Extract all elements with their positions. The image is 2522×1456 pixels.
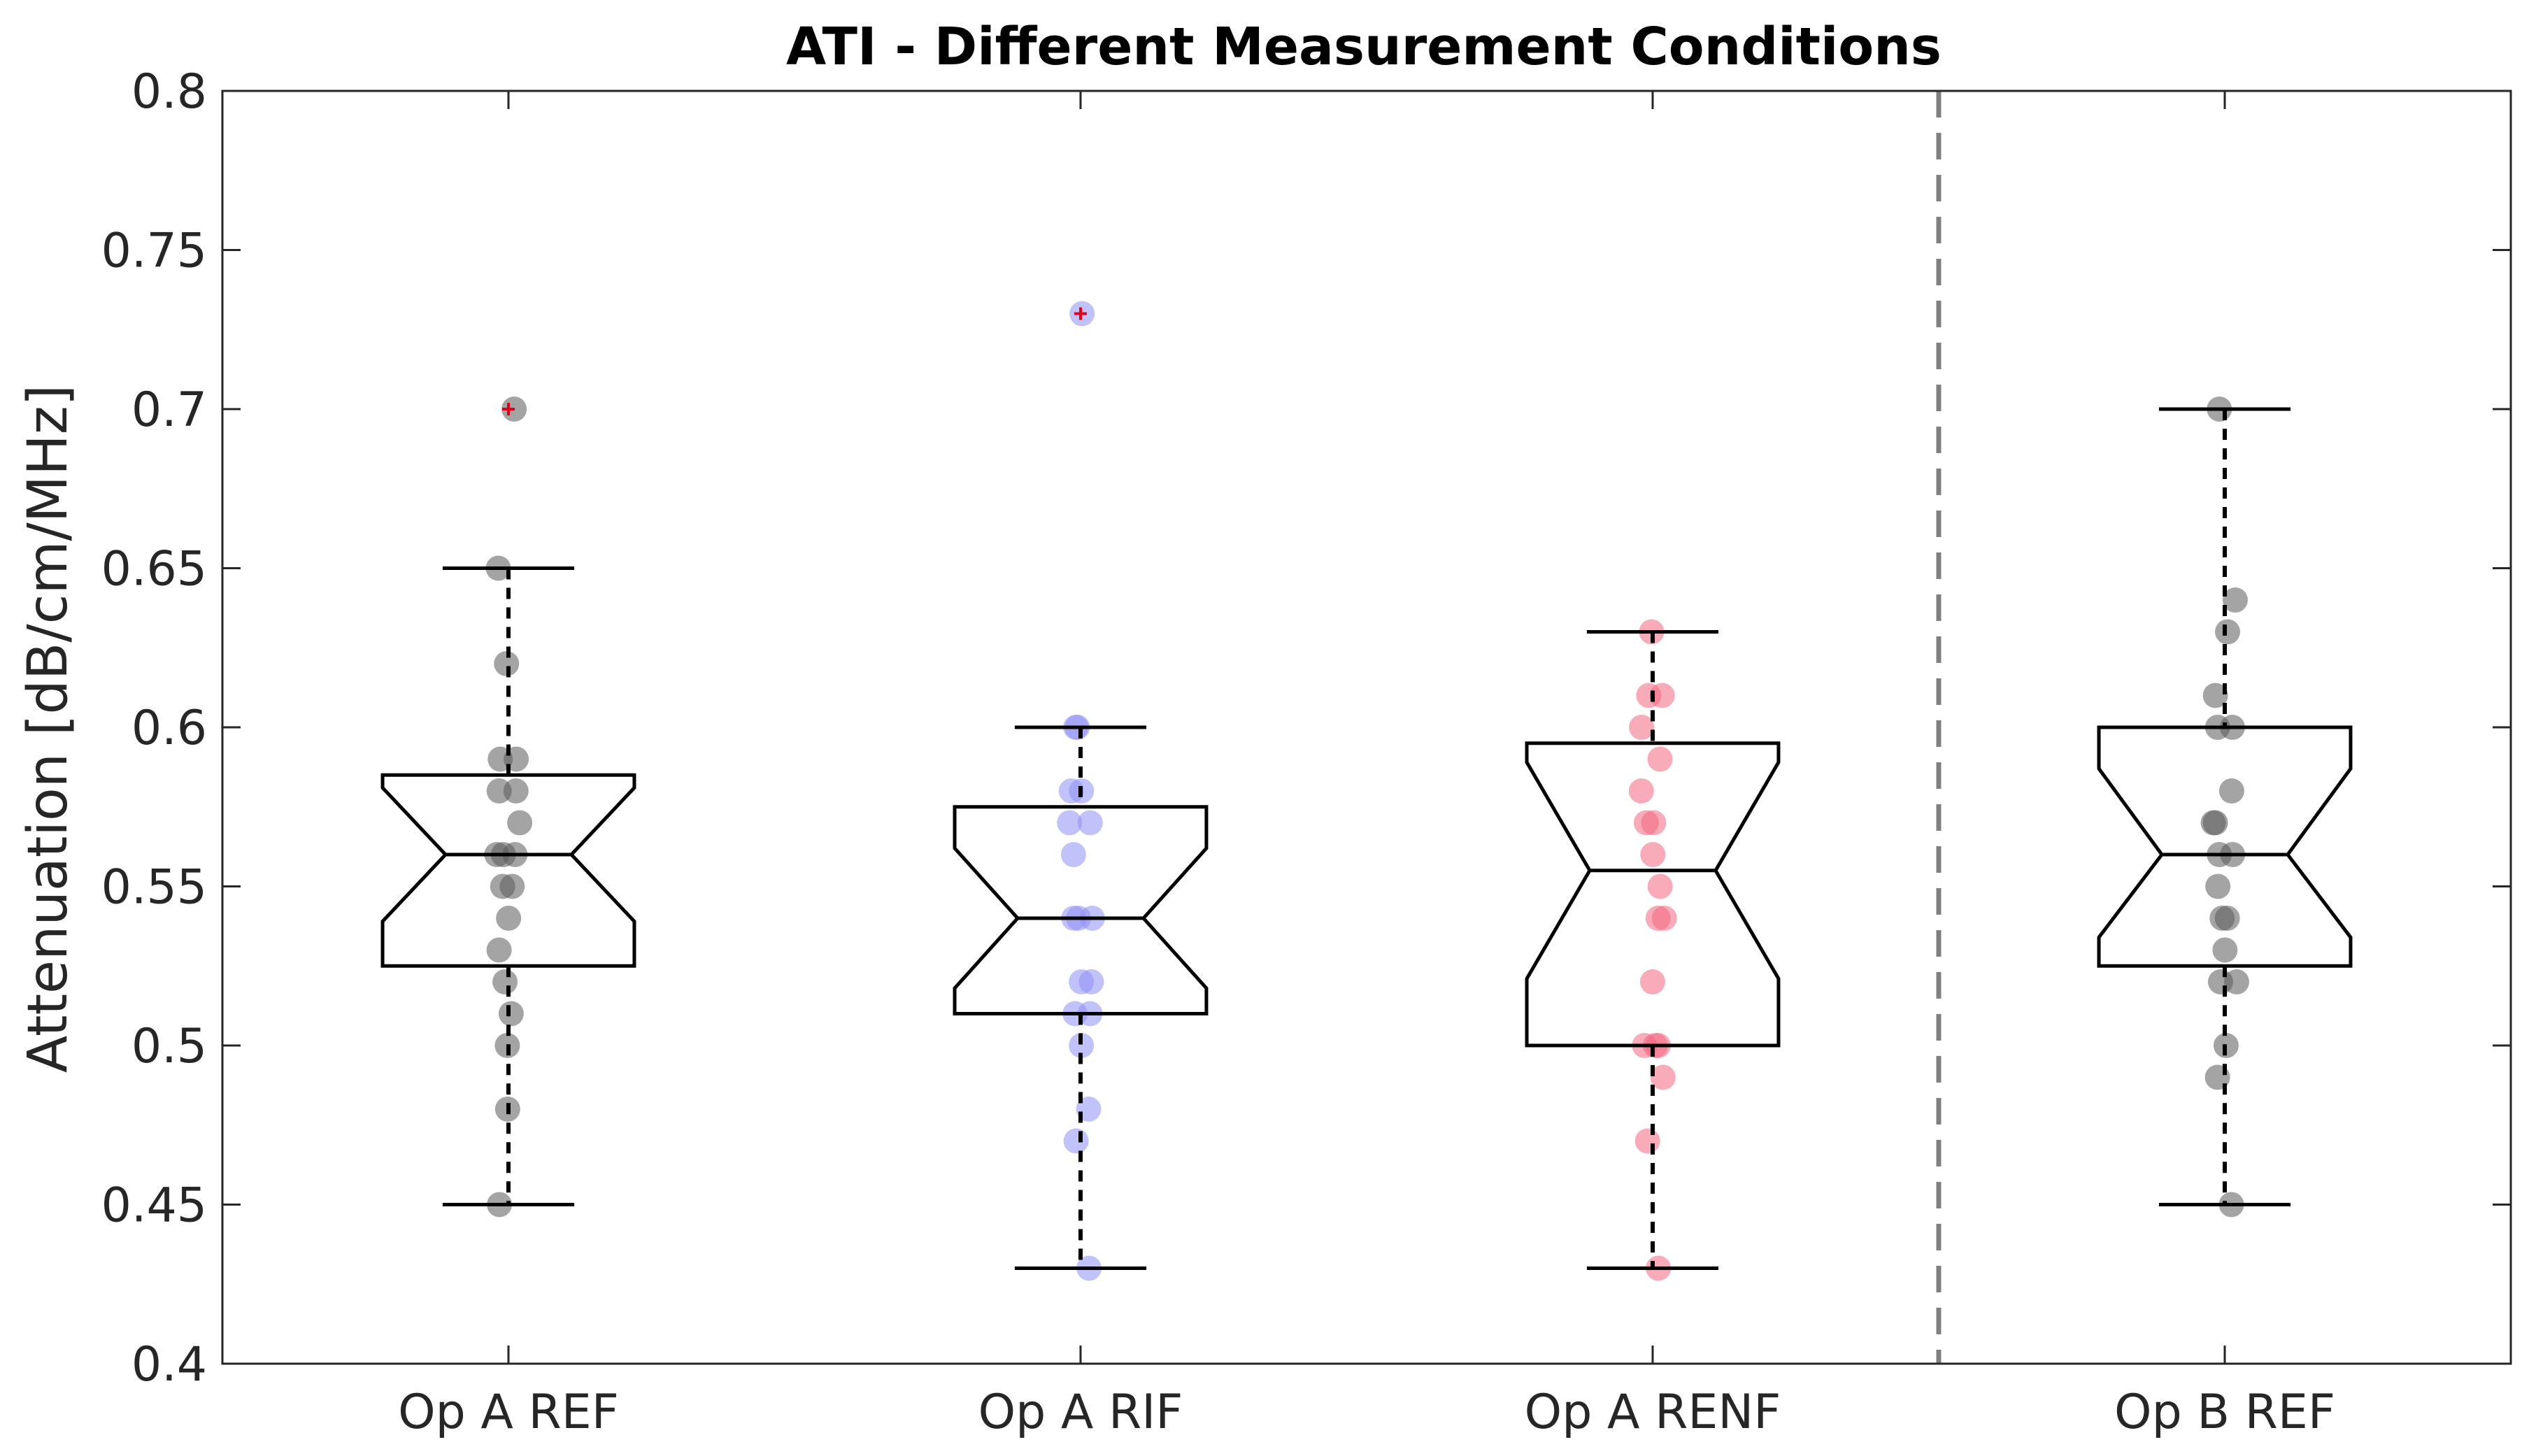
- data-point: [1628, 778, 1654, 804]
- data-point: [498, 1001, 524, 1027]
- y-tick-label: 0.7: [131, 383, 207, 438]
- data-point: [1634, 1128, 1660, 1154]
- data-point: [492, 969, 518, 994]
- data-point: [1649, 683, 1675, 708]
- notched-box: [2097, 725, 2353, 968]
- y-tick-label: 0.45: [101, 1178, 207, 1234]
- data-point: [1078, 969, 1104, 994]
- plot-area: [380, 91, 2353, 1364]
- y-axis-label: Attenuation [dB/cm/MHz]: [17, 385, 80, 1073]
- notched-box: [380, 773, 636, 968]
- y-tick-label: 0.55: [101, 860, 207, 915]
- data-point: [1057, 810, 1083, 836]
- data-point: [2222, 587, 2248, 613]
- chart-title: ATI - Different Measurement Conditions: [786, 17, 1942, 77]
- data-point: [2205, 873, 2231, 899]
- notched-box: [953, 805, 1209, 1015]
- data-point: [486, 937, 512, 963]
- data-point: [1650, 1064, 1676, 1090]
- data-point: [1058, 778, 1084, 804]
- y-tick-label: 0.4: [131, 1337, 207, 1392]
- data-point: [1639, 969, 1665, 994]
- data-point: [2218, 778, 2244, 804]
- data-point: [2212, 937, 2238, 963]
- y-tick-label: 0.8: [131, 64, 207, 120]
- data-point: [2202, 810, 2228, 836]
- data-point: [1647, 873, 1673, 899]
- data-point: [486, 778, 512, 804]
- data-point: [1640, 842, 1666, 867]
- plot-frame: [221, 90, 2512, 1365]
- data-point: [1069, 1033, 1095, 1058]
- data-point: [1629, 715, 1655, 740]
- data-point: [499, 873, 525, 899]
- tick-labels: 0.4 0.45 0.5 0.55 0.6 0.65 0.7 0.75 0.8 Op A REF O…: [101, 64, 2335, 1440]
- y-tick-label: 0.75: [101, 224, 207, 279]
- y-tick-label: 0.65: [101, 542, 207, 597]
- data-point: [2223, 969, 2249, 994]
- y-tick-label: 0.6: [131, 701, 207, 756]
- x-tick-label: Op B REF: [2114, 1385, 2335, 1440]
- data-point: [1063, 1128, 1089, 1154]
- data-point: [507, 810, 533, 836]
- data-point: [1077, 810, 1103, 836]
- data-point: [1651, 906, 1677, 931]
- data-point: [2215, 619, 2241, 645]
- data-point: [494, 651, 520, 676]
- x-tick-label: Op A RENF: [1525, 1385, 1781, 1440]
- y-tick-label: 0.5: [131, 1019, 207, 1074]
- x-tick-label: Op A RIF: [978, 1385, 1183, 1440]
- x-tick-label: Op A REF: [398, 1385, 619, 1440]
- notched-box: [1525, 741, 1781, 1048]
- data-point: [2214, 906, 2240, 931]
- data-point: [1060, 842, 1086, 867]
- data-point: [1647, 746, 1673, 772]
- data-point: [496, 906, 522, 931]
- data-point: [2202, 683, 2228, 708]
- data-point: [1633, 810, 1659, 836]
